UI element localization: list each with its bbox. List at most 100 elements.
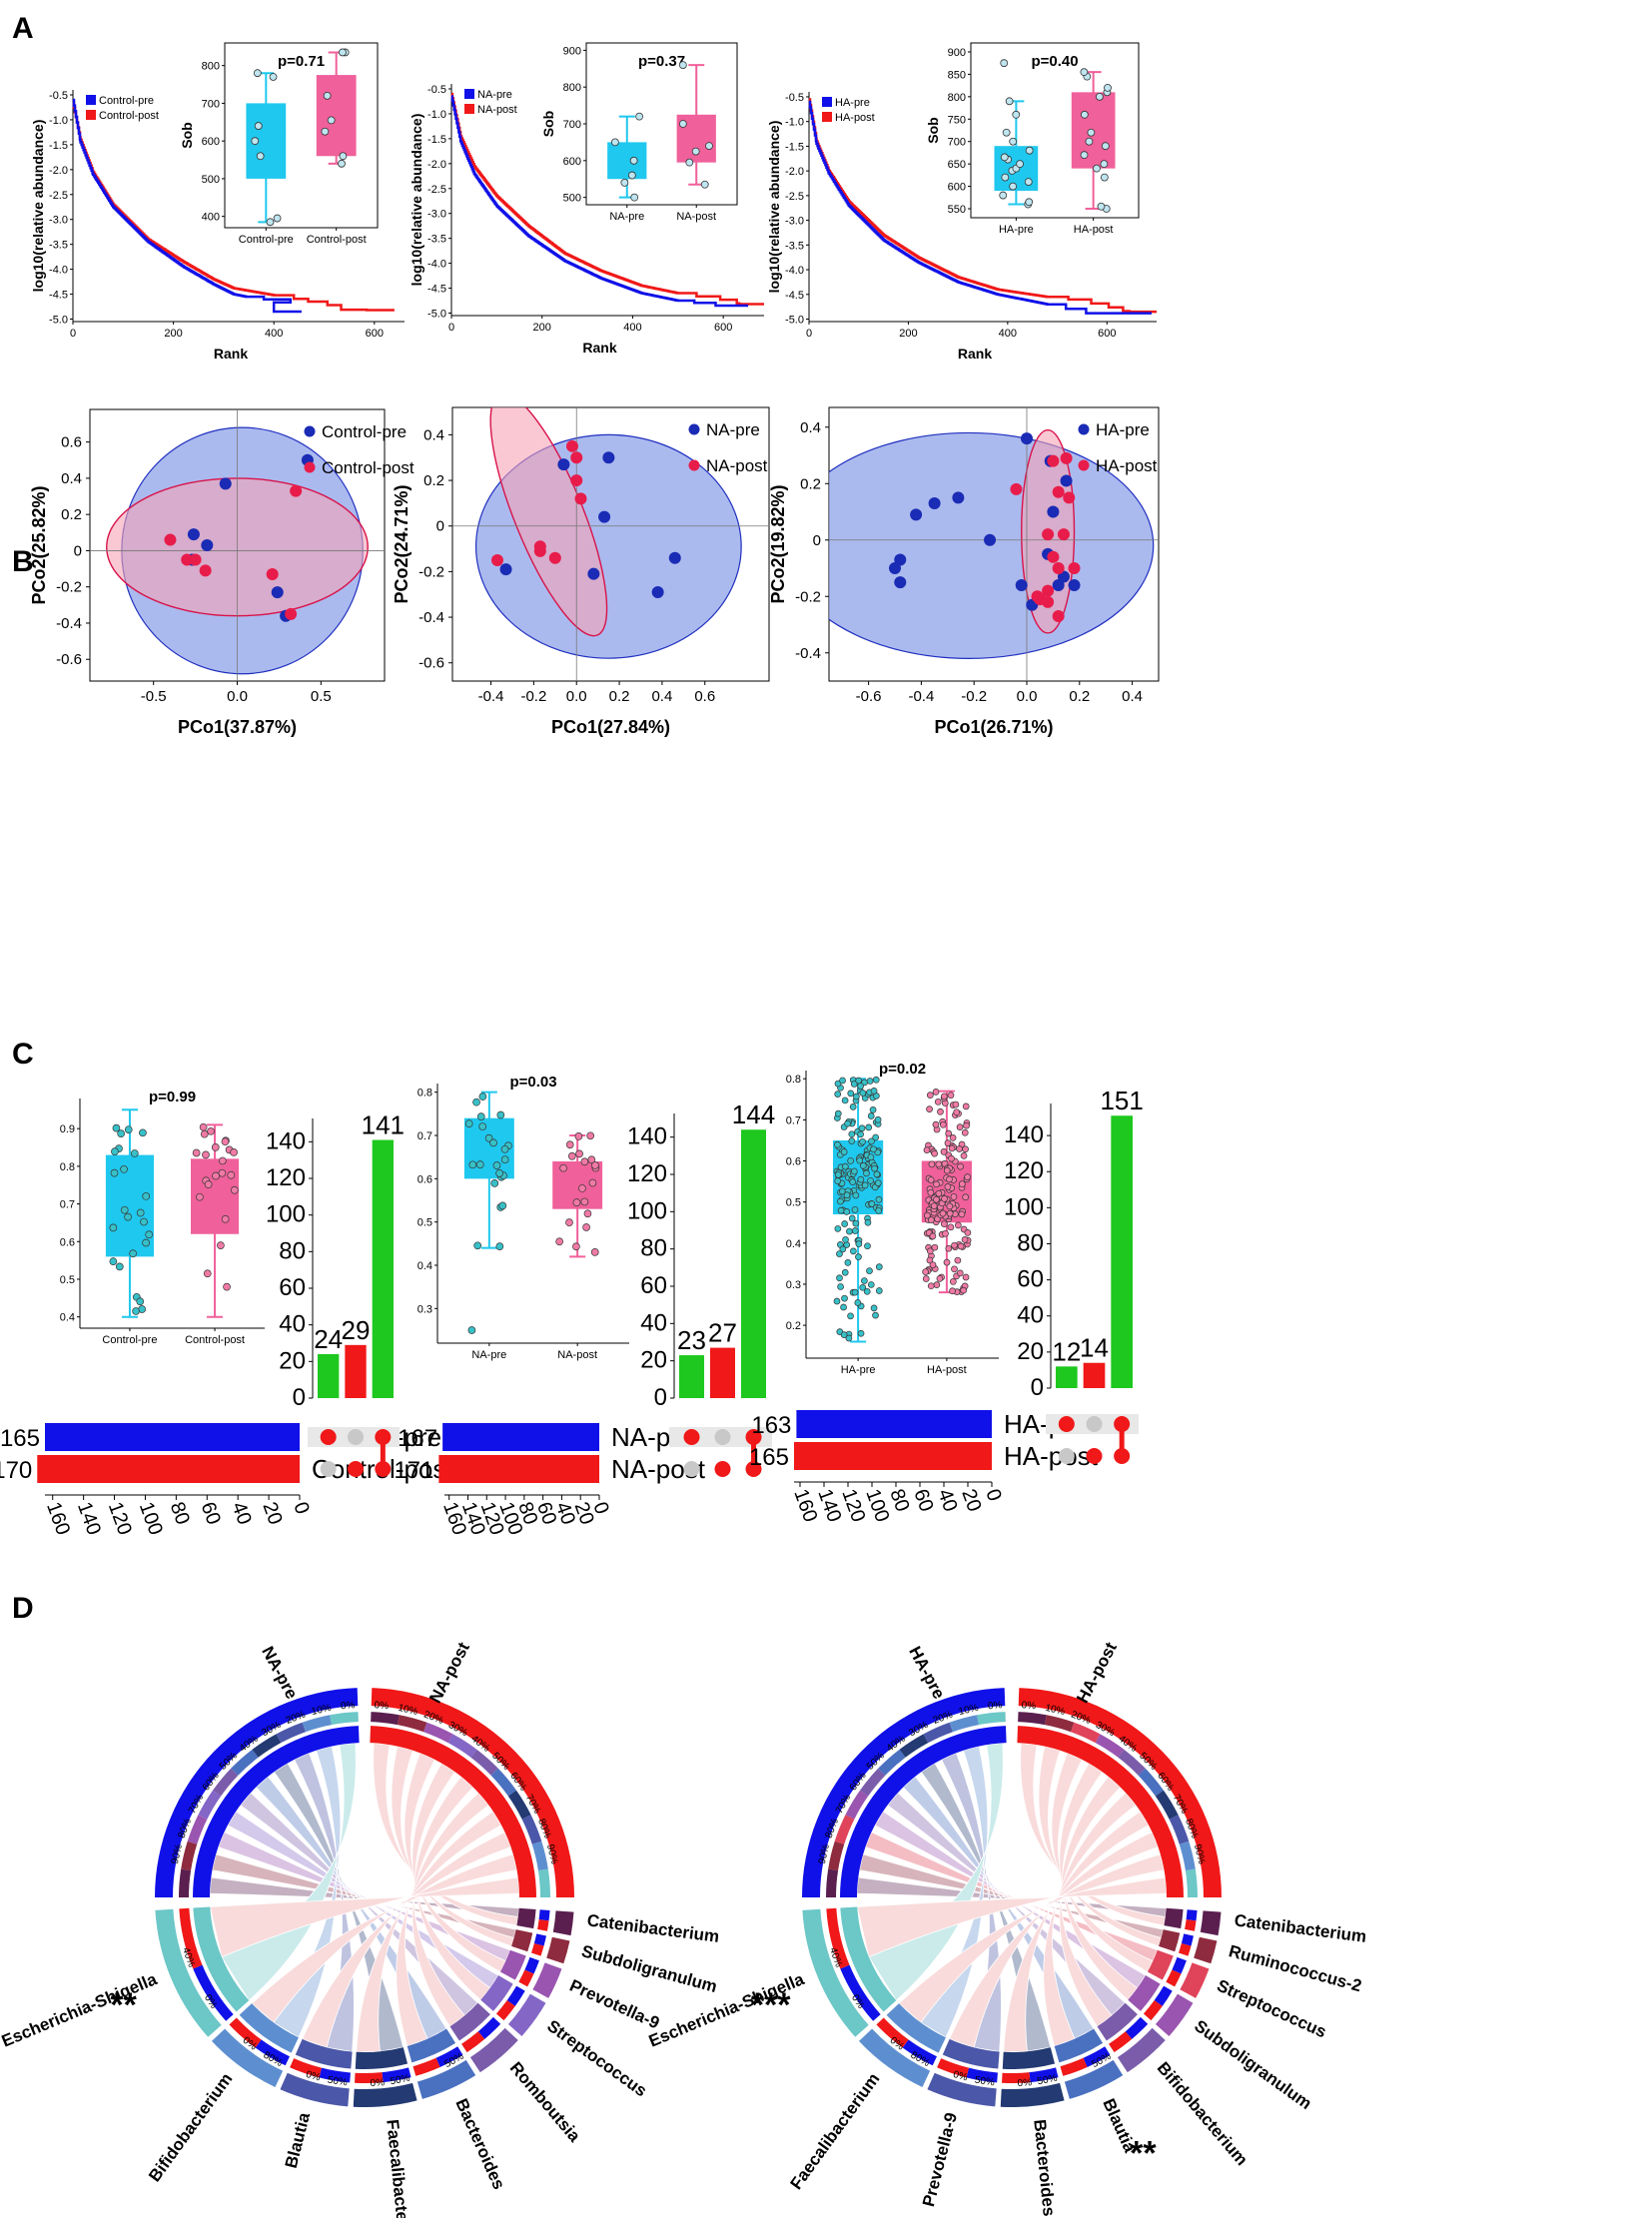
x-tick-label: 600 — [714, 322, 732, 334]
legend-label-post: Control-post — [322, 458, 414, 477]
chord-link — [941, 1752, 1002, 2052]
box-data-point — [836, 1274, 843, 1282]
chord-link — [373, 1742, 519, 1926]
pre-sample-point — [1021, 432, 1033, 445]
pre-sample-point — [928, 497, 941, 510]
box-data-point — [580, 1197, 589, 1206]
y-tick-label: 0 — [74, 542, 82, 559]
genus-outer-arc — [1000, 2082, 1065, 2107]
group-composition-arc — [1118, 1749, 1146, 1776]
box-data-point — [142, 1191, 151, 1200]
inset-data-point — [620, 179, 629, 187]
genus-post-share-arc — [495, 2000, 515, 2021]
intersection-count-label: 29 — [342, 1315, 371, 1345]
chord-link — [920, 1762, 1052, 2052]
inset-y-tick-label: 700 — [948, 137, 966, 149]
group-composition-arc — [977, 1712, 1006, 1726]
box-data-point — [583, 1209, 592, 1218]
inset-y-tick-label: 800 — [948, 92, 966, 104]
chord-link — [1038, 1746, 1163, 1947]
box-data-point — [864, 1218, 872, 1226]
legend-marker-post — [1078, 459, 1090, 471]
inset-data-point — [269, 73, 278, 81]
post-sample-point — [1042, 528, 1055, 541]
box-y-tick-label: 0.7 — [60, 1199, 75, 1211]
chord-link — [902, 1776, 1095, 2040]
box-data-point — [837, 1206, 845, 1214]
bar-y-tick-label: 120 — [266, 1164, 306, 1191]
inset-data-point — [253, 69, 262, 78]
genus-percent-tick-label: 0% — [952, 2069, 969, 2084]
intersection-count-label: 141 — [362, 1110, 405, 1140]
box-data-point — [949, 1133, 957, 1141]
bar-y-tick-label: 80 — [279, 1237, 306, 1264]
box-data-point — [489, 1138, 497, 1147]
box-data-point — [839, 1077, 846, 1085]
box-data-point — [941, 1194, 948, 1202]
bar-y-tick-label: 140 — [266, 1127, 306, 1154]
set-axis-tick-label: 0 — [981, 1486, 1005, 1504]
chord-link — [273, 1762, 405, 2052]
genus-inner-arc — [193, 1906, 250, 2012]
box-data-point — [870, 1088, 878, 1095]
matrix-dot — [348, 1429, 364, 1445]
set-size-bar — [438, 1455, 599, 1483]
box-data-point — [850, 1081, 858, 1088]
group-composition-arc — [1169, 1815, 1190, 1845]
group-composition-arc — [252, 1734, 282, 1758]
box-data-point — [211, 1143, 220, 1151]
genus-inner-arc — [449, 2002, 490, 2041]
genus-percent-tick-label: 50% — [1037, 2073, 1059, 2088]
box-data-point — [940, 1093, 948, 1101]
chord-link — [294, 1752, 355, 2052]
bar-y-tick-label: 60 — [640, 1272, 667, 1299]
box-data-point — [857, 1175, 865, 1183]
legend-marker-pre — [1078, 423, 1090, 435]
box-data-point — [956, 1123, 964, 1130]
legend-swatch-pre — [86, 95, 96, 105]
box-data-point — [833, 1297, 841, 1305]
box-data-point — [840, 1148, 848, 1155]
legend-label-post: NA-post — [477, 104, 517, 116]
pre-sample-point — [984, 533, 997, 546]
inset-group-label: Control-pre — [239, 234, 294, 246]
y-tick-label: 0 — [813, 532, 821, 549]
pre-series-line — [72, 98, 302, 314]
box-data-point — [839, 1245, 847, 1253]
box-y-tick-label: 0.8 — [60, 1161, 75, 1173]
group-composition-arc — [1179, 1841, 1196, 1871]
box-data-point — [922, 1268, 929, 1275]
genus-outer-arc — [1117, 2027, 1166, 2073]
box-y-tick-label: 0.6 — [417, 1173, 432, 1185]
y-axis-title: PCo2(19.82%) — [768, 484, 788, 603]
genus-pre-share-arc — [506, 1985, 525, 2006]
box-data-point — [933, 1281, 941, 1288]
intersection-bar — [1111, 1115, 1133, 1388]
box-data-point — [848, 1214, 856, 1222]
bar-y-tick-label: 20 — [279, 1347, 306, 1374]
group-composition-arc — [537, 1868, 550, 1897]
pre-sample-point — [1015, 578, 1028, 591]
chord-link — [240, 1792, 479, 2016]
rank-abundance-chart-A3: -0.5 -1.0 -1.5 -2.0 -2.5 -3.0 -3.5 -4.0 -4.5 -5.0… — [766, 42, 1157, 362]
genus-inner-arc — [511, 1929, 533, 1952]
post-sample-point — [570, 451, 583, 464]
box-data-point — [844, 1259, 852, 1266]
box-data-point — [872, 1311, 879, 1319]
box-data-point — [834, 1225, 842, 1232]
box-data-point — [951, 1241, 958, 1249]
box-y-tick-label: 0.8 — [417, 1088, 432, 1100]
box-data-point — [227, 1170, 236, 1179]
box-y-tick-label: 0.3 — [417, 1303, 432, 1315]
sob-boxplot-inset: 550 600 650 700 750 800 850 900 Sob p=0.40 HA-pre H… — [925, 42, 1140, 236]
bar-y-tick-label: 60 — [1017, 1266, 1044, 1293]
box-data-point — [110, 1168, 119, 1177]
y-tick-label: -0.4 — [56, 615, 82, 632]
pre-sample-point — [602, 451, 615, 464]
box-data-point — [841, 1097, 849, 1105]
box-data-point — [962, 1193, 970, 1201]
group-composition-arc — [1018, 1712, 1047, 1726]
box-data-point — [851, 1288, 859, 1296]
inset-y-tick-label: 700 — [202, 98, 220, 110]
